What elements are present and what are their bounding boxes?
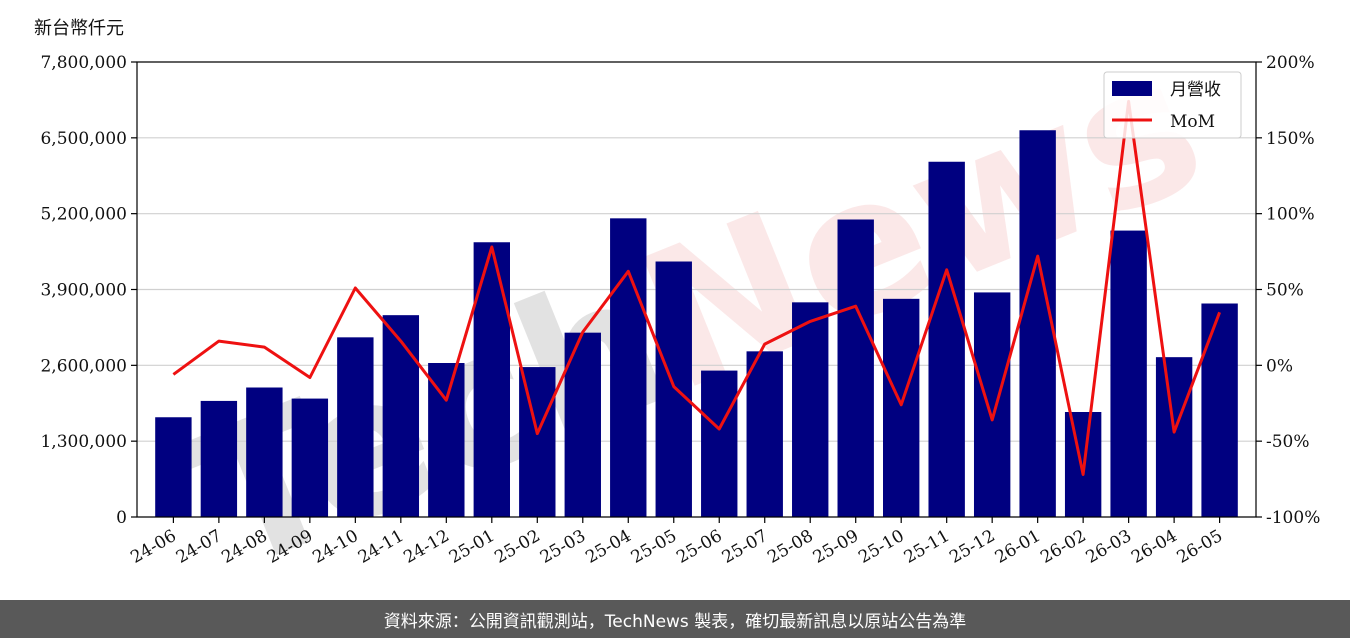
- revenue-chart: TechNews 01,300,0002,600,0003,900,0005,2…: [40, 13, 1320, 600]
- x-tick-label: 25-10: [855, 526, 907, 568]
- y-right-tick-label: 50%: [1266, 281, 1304, 301]
- x-tick-label: 25-11: [901, 526, 953, 568]
- x-tick-label: 25-08: [764, 526, 816, 568]
- y-left-tick-label: 1,300,000: [40, 432, 127, 452]
- y-right-tick-label: -100%: [1266, 508, 1320, 528]
- x-tick-label: 26-01: [992, 526, 1044, 568]
- x-tick-label: 25-04: [582, 526, 634, 568]
- x-tick-label: 25-12: [946, 526, 998, 568]
- mom-line: [172, 99, 1222, 476]
- x-tick-label: 25-01: [446, 526, 498, 568]
- x-tick-label: 25-05: [628, 526, 680, 568]
- y-right-tick-label: 100%: [1266, 205, 1315, 225]
- bar-24-12: [428, 363, 465, 517]
- bar-26-04: [1155, 357, 1193, 517]
- x-tick-label: 26-03: [1083, 526, 1135, 568]
- x-tick-label: 24-07: [173, 526, 225, 568]
- bar-24-06: [155, 417, 192, 517]
- bar-24-08: [246, 387, 283, 517]
- y-left-tick-label: 0: [116, 508, 127, 528]
- bar-25-01: [473, 242, 510, 517]
- y-right-tick-label: -50%: [1266, 432, 1310, 452]
- bar-25-04: [610, 218, 647, 518]
- footer-text: 資料來源：公開資訊觀測站，TechNews 製表，確切最新訊息以原站公告為準: [383, 611, 967, 632]
- legend-swatch-revenue: [1112, 81, 1152, 96]
- y-right-tick-label: 150%: [1266, 129, 1315, 149]
- bar-26-03: [1110, 230, 1147, 518]
- x-tick-label: 26-04: [1128, 526, 1180, 568]
- x-tick-label: 25-03: [537, 526, 589, 568]
- x-tick-label: 25-07: [719, 526, 771, 568]
- bar-25-05: [655, 261, 692, 517]
- bar-24-11: [382, 315, 420, 517]
- y-left-tick-label: 7,800,000: [40, 53, 127, 73]
- x-tick-label: 25-06: [673, 526, 725, 568]
- bar-26-05: [1201, 303, 1238, 517]
- x-tick-label: 24-06: [127, 526, 179, 568]
- legend: 月營收 MoM: [1103, 71, 1242, 139]
- bar-24-07: [200, 400, 238, 517]
- bar-25-02: [519, 367, 556, 517]
- x-tick-label: 26-05: [1174, 526, 1226, 568]
- legend-label-mom: MoM: [1170, 112, 1215, 132]
- bar-25-03: [564, 332, 601, 517]
- bar-25-12: [973, 292, 1011, 517]
- bar-25-08: [792, 302, 829, 517]
- y-left-tick-label: 2,600,000: [40, 356, 127, 376]
- bar-25-11: [928, 161, 965, 517]
- y-left-tick-label: 3,900,000: [40, 281, 127, 301]
- bar-25-07: [746, 351, 783, 517]
- y-left-tick-label: 6,500,000: [40, 129, 127, 149]
- bar-24-09: [291, 398, 329, 517]
- bar-25-09: [837, 219, 874, 517]
- bar-25-06: [701, 370, 738, 517]
- bar-26-01: [1019, 130, 1056, 517]
- source-footer: 資料來源：公開資訊觀測站，TechNews 製表，確切最新訊息以原站公告為準: [0, 600, 1350, 638]
- bar-25-10: [883, 298, 920, 517]
- x-tick-label: 26-02: [1037, 526, 1089, 568]
- y-axis-unit-label: 新台幣仟元: [34, 18, 124, 39]
- y-right-tick-label: 200%: [1266, 53, 1315, 73]
- x-tick-label: 25-09: [810, 526, 862, 568]
- mom-line-path: [172, 99, 1222, 476]
- bar-24-10: [337, 337, 374, 517]
- x-tick-label: 25-02: [491, 526, 543, 568]
- y-left-tick-label: 5,200,000: [40, 205, 127, 225]
- y-right-tick-label: 0%: [1266, 356, 1293, 376]
- legend-label-revenue: 月營收: [1170, 80, 1221, 100]
